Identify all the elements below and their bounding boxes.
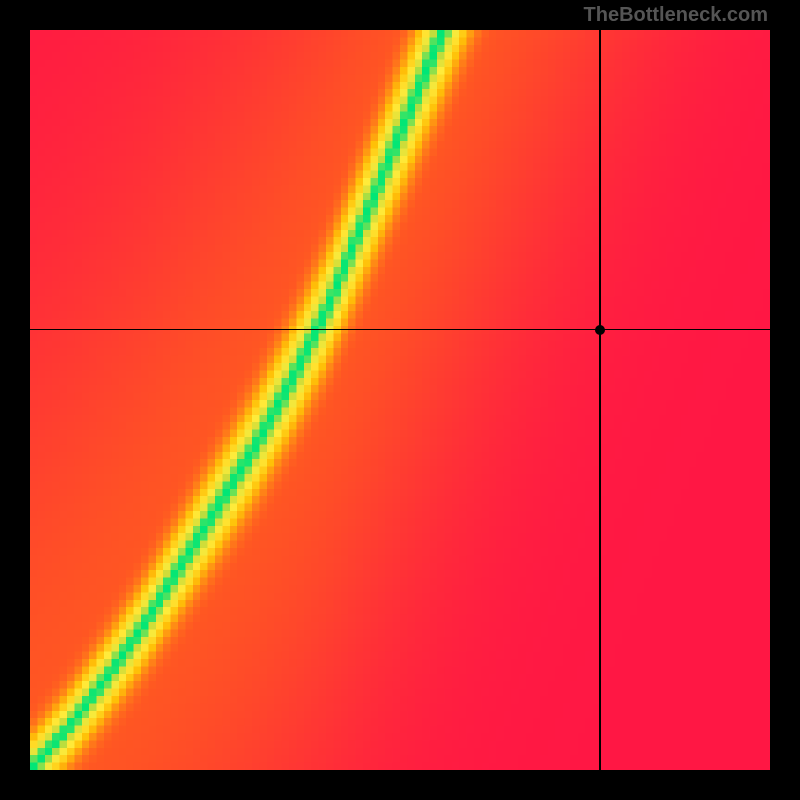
crosshair-vertical xyxy=(599,30,601,770)
watermark-text: TheBottleneck.com xyxy=(584,4,768,27)
plot-area xyxy=(30,30,770,770)
crosshair-horizontal xyxy=(30,329,770,331)
heatmap-canvas xyxy=(30,30,770,770)
crosshair-marker xyxy=(595,325,605,335)
